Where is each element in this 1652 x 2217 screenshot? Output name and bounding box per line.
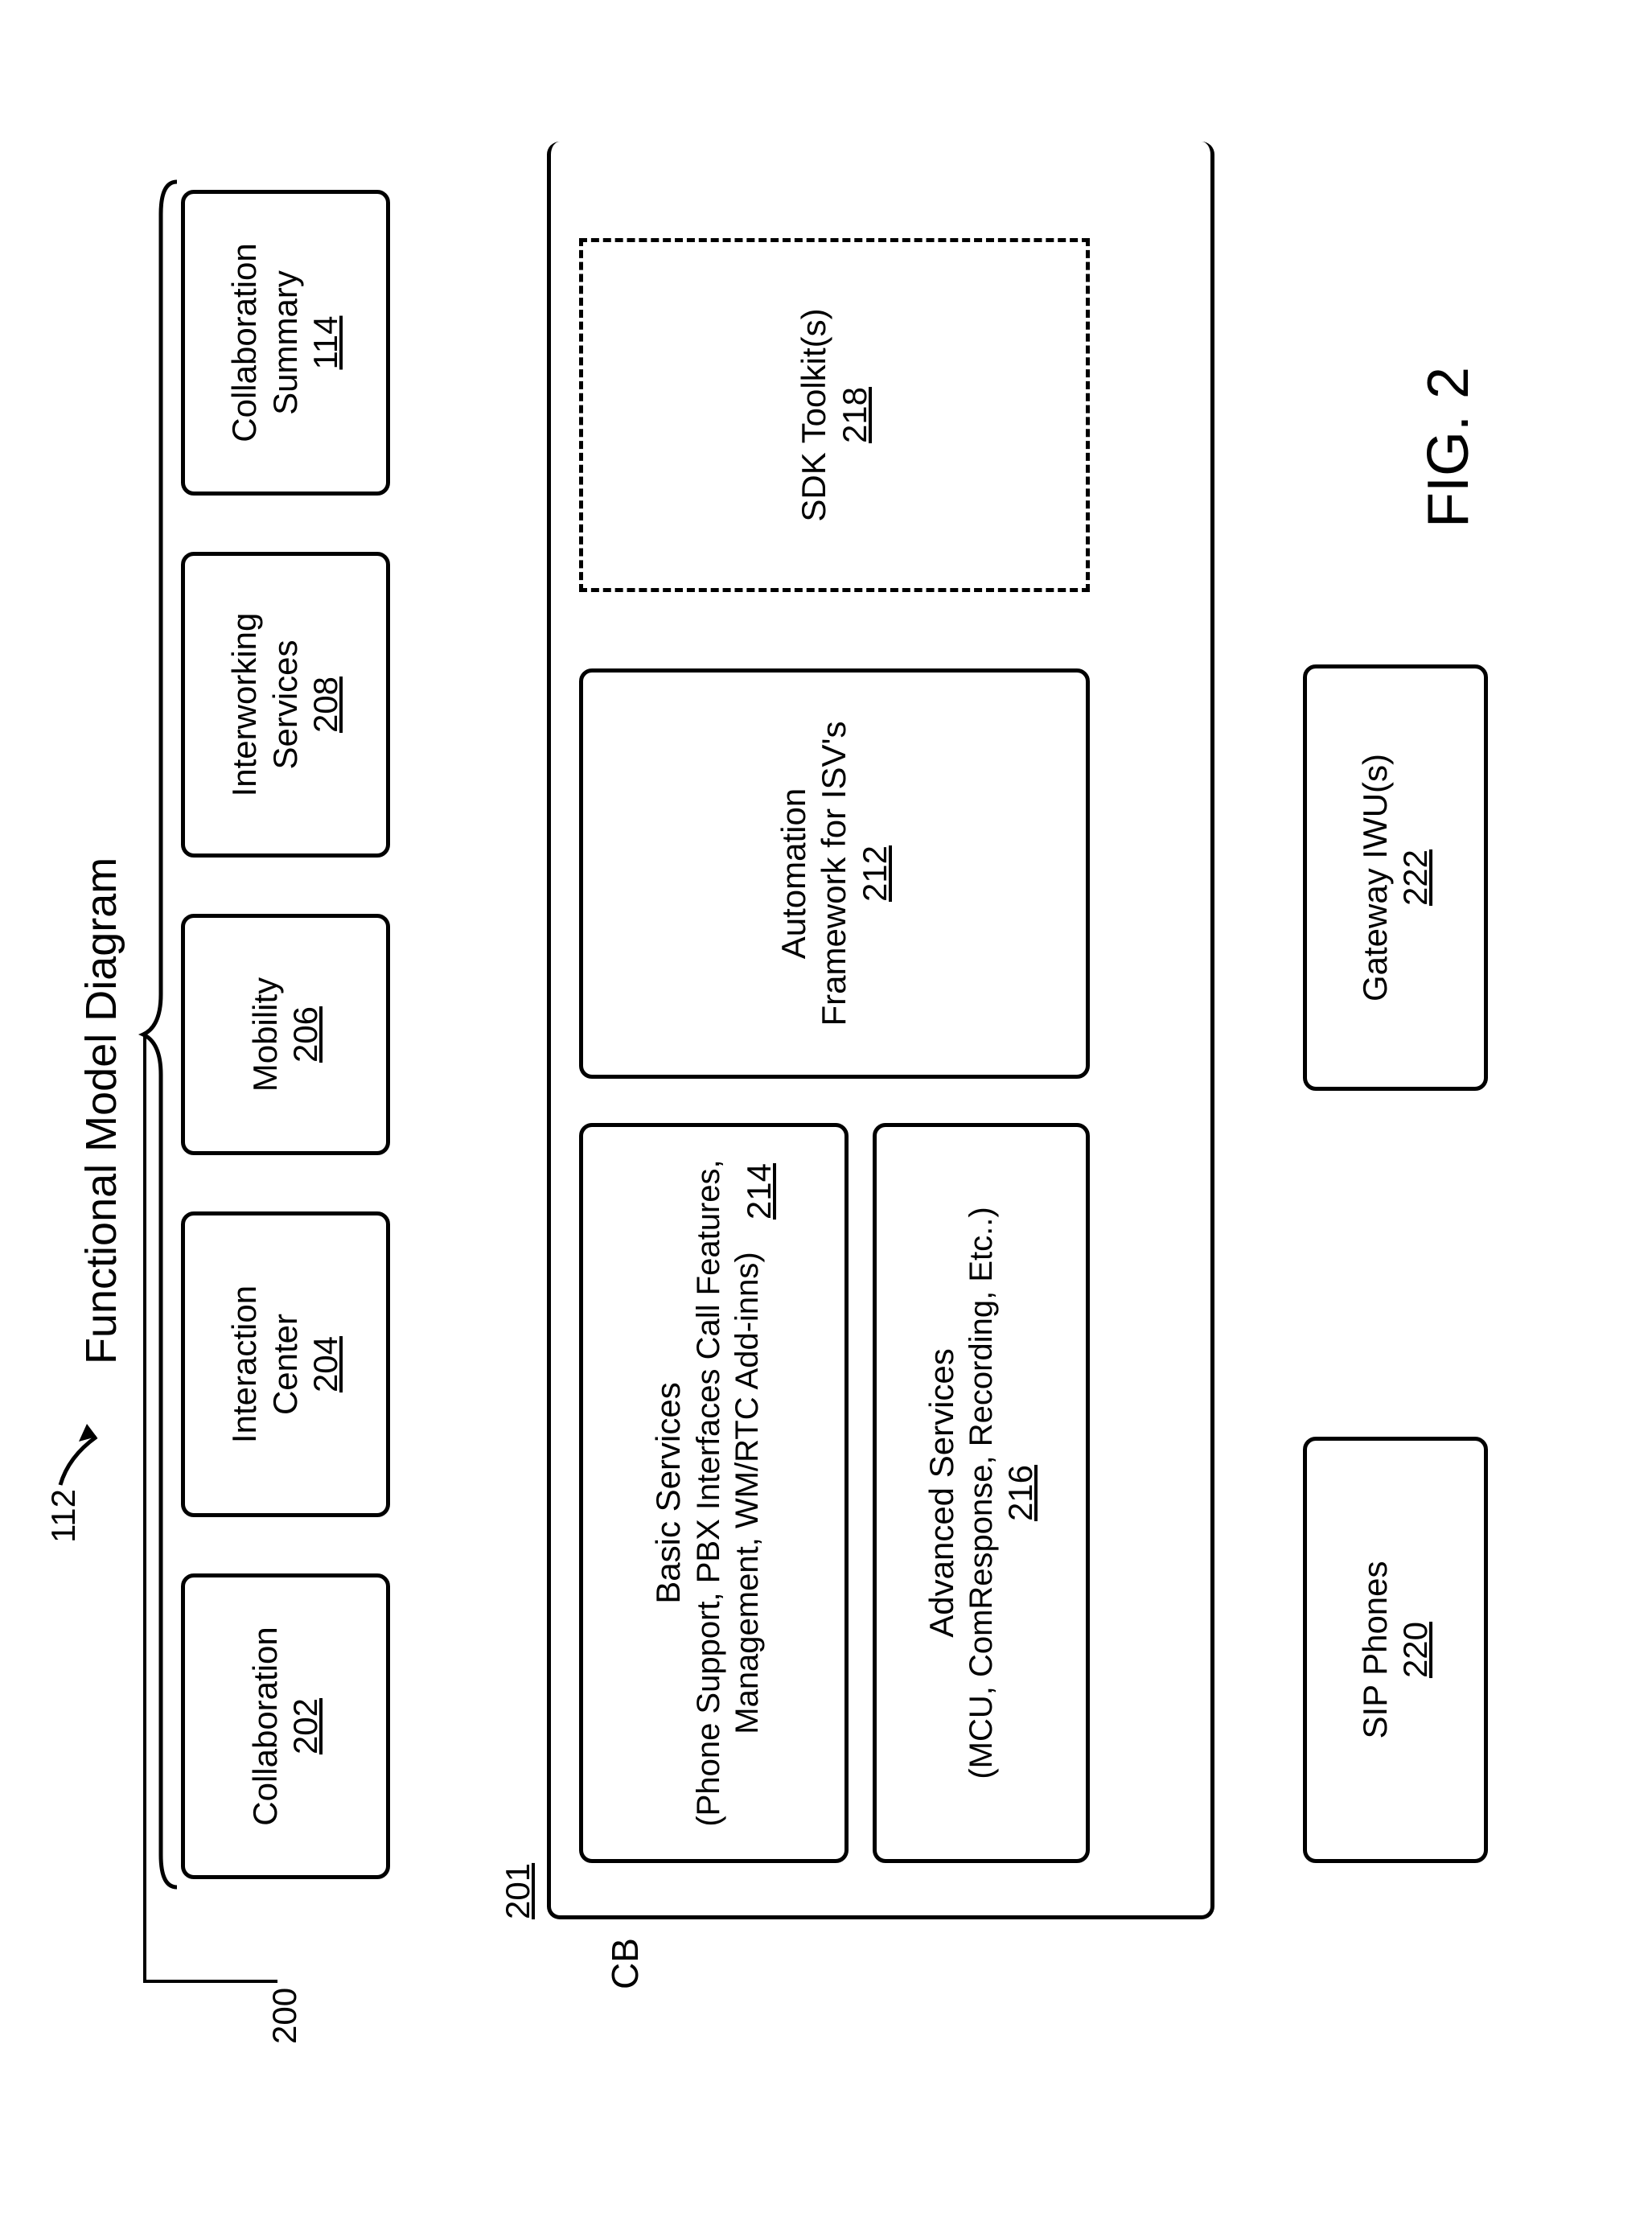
box-sip-phones: SIP Phones 220 [1303,1437,1488,1863]
arrow-112 [52,1417,117,1489]
diagram-title: Functional Model Diagram [76,858,126,1364]
basic-services-detail: (Phone Support, PBX Interfaces Call Feat… [689,1151,766,1835]
box-collaboration-summary-ref: 114 [306,316,346,370]
box-collaboration-summary-label: Collaboration Summary [224,216,306,470]
box-interworking-services-label: Interworking Services [224,578,306,832]
box-automation-framework: Automation Framework for ISV's 212 [579,668,1090,1079]
automation-title: Automation Framework for ISV's [774,714,855,1033]
sip-phones-ref: 220 [1395,1622,1436,1678]
box-gateway-iwu: Gateway IWU(s) 222 [1303,664,1488,1091]
box-interworking-services-ref: 208 [306,677,346,733]
box-sdk-toolkit: SDK Toolkit(s) 218 [579,238,1090,592]
box-advanced-services: Advanced Services (MCU, ComResponse, Rec… [873,1123,1090,1863]
box-interaction-center-ref: 204 [306,1336,346,1392]
cb-ref: 201 [499,1863,537,1919]
advanced-services-detail: (MCU, ComResponse, Recording, Etc..) [962,1207,1001,1779]
gateway-iwu-label: Gateway IWU(s) [1355,754,1395,1002]
basic-services-title: Basic Services [648,1382,688,1603]
sip-phones-label: SIP Phones [1355,1561,1395,1738]
advanced-services-title: Advanced Services [922,1348,962,1638]
figure-caption: FIG. 2 [1416,367,1481,528]
ref-112: 112 [44,1489,83,1543]
gateway-iwu-ref: 222 [1395,849,1436,906]
box-interworking-services: Interworking Services 208 [181,552,390,858]
box-collaboration-ref: 202 [286,1698,326,1754]
automation-ref: 212 [855,845,895,902]
basic-services-ref: 214 [739,1163,779,1220]
box-collaboration-summary: Collaboration Summary 114 [181,190,390,496]
advanced-services-ref: 216 [1001,1465,1041,1521]
sdk-title: SDK Toolkit(s) [794,308,834,521]
box-mobility-ref: 206 [286,1006,326,1063]
cb-label: CB [603,1938,647,1989]
box-basic-services: Basic Services (Phone Support, PBX Inter… [579,1123,849,1863]
ref-200: 200 [265,1988,304,2044]
leader-200 [141,1032,281,1985]
sdk-ref: 218 [835,387,875,443]
